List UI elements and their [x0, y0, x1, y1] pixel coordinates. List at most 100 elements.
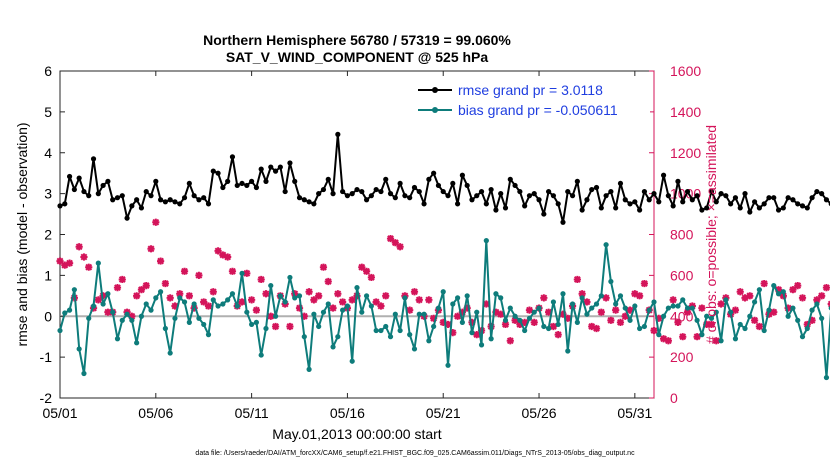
obs-marker-shape	[453, 312, 462, 320]
obs-point	[616, 318, 625, 326]
rmse-point	[780, 205, 786, 211]
obs-point	[760, 279, 768, 288]
obs-point	[80, 253, 88, 261]
y-right-tick-label: 1400	[670, 104, 701, 120]
bias-point	[263, 325, 269, 332]
obs-point	[271, 322, 280, 331]
obs-point	[430, 314, 438, 322]
obs-marker-shape	[636, 292, 644, 300]
bias-point	[694, 317, 700, 323]
rmse-point	[229, 154, 236, 160]
rmse-point	[368, 193, 374, 199]
obs-point	[784, 304, 792, 312]
obs-point	[602, 294, 610, 302]
rmse-point	[708, 188, 715, 195]
obs-point	[798, 294, 807, 302]
rmse-point	[71, 186, 77, 193]
bias-point	[76, 346, 82, 352]
bias-point	[335, 334, 341, 340]
obs-point	[425, 296, 433, 304]
obs-marker-shape	[171, 302, 179, 310]
obs-point	[659, 335, 668, 343]
obs-marker-shape	[425, 296, 433, 304]
rmse-point	[172, 199, 178, 205]
obs-point	[104, 308, 112, 316]
rmse-point	[90, 156, 97, 162]
bias-point	[723, 297, 729, 303]
rmse-point	[167, 197, 173, 203]
rmse-point	[95, 191, 101, 197]
rmse-point	[383, 176, 389, 182]
bias-point	[708, 315, 715, 321]
obs-marker-shape	[185, 292, 193, 300]
bias-point	[785, 313, 791, 319]
obs-marker-shape	[798, 294, 807, 302]
obs-marker-shape	[219, 251, 227, 259]
obs-point	[746, 292, 754, 300]
rmse-point	[464, 182, 470, 189]
legend-box	[414, 78, 650, 120]
rmse-point	[732, 195, 739, 201]
rmse-point	[426, 176, 432, 182]
bias-point	[378, 327, 384, 334]
rmse-point	[66, 173, 73, 180]
obs-marker-shape	[741, 294, 749, 302]
bias-point	[110, 309, 116, 315]
obs-point	[669, 296, 677, 304]
obs-marker-shape	[525, 306, 534, 314]
obs-marker-shape	[808, 316, 816, 324]
rmse-point	[272, 168, 279, 174]
obs-point	[794, 281, 802, 290]
bias-point	[593, 301, 600, 307]
rmse-point	[517, 188, 523, 195]
bias-point	[229, 291, 236, 297]
obs-marker-shape	[430, 314, 438, 322]
obs-marker-shape	[310, 296, 318, 304]
rmse-point	[129, 203, 135, 209]
bias-point	[320, 309, 327, 315]
x-tick-label: 05/21	[426, 405, 461, 421]
obs-marker-shape	[75, 243, 83, 251]
obs-point	[195, 271, 203, 279]
bias-point	[325, 301, 331, 307]
obs-marker-shape	[367, 273, 375, 282]
rmse-point	[718, 191, 724, 197]
obs-marker-shape	[463, 304, 471, 312]
bias-point	[215, 303, 221, 309]
y-right-tick-label: 1200	[670, 145, 701, 161]
rmse-point	[435, 182, 442, 189]
rmse-point	[603, 193, 609, 199]
obs-marker-shape	[200, 298, 208, 306]
rmse-point	[689, 197, 695, 203]
obs-marker-shape	[410, 288, 419, 296]
bias-point	[656, 332, 662, 338]
obs-marker-shape	[176, 290, 184, 298]
rmse-point	[277, 164, 283, 170]
obs-point	[252, 306, 261, 314]
obs-marker-shape	[444, 320, 452, 329]
bias-point	[167, 350, 173, 356]
bias-point	[459, 319, 465, 325]
obs-point	[458, 308, 466, 316]
bias-point	[272, 313, 279, 319]
obs-point	[683, 308, 692, 316]
rmse-point	[62, 201, 68, 207]
rmse-point	[742, 191, 748, 197]
obs-point	[310, 296, 318, 304]
obs-marker-shape	[61, 261, 69, 269]
bias-point	[95, 260, 101, 266]
rmse-point	[478, 188, 485, 195]
bias-point	[363, 293, 370, 299]
obs-point	[147, 245, 155, 253]
bias-point	[86, 315, 92, 321]
rmse-point	[761, 201, 767, 207]
obs-marker-shape	[506, 337, 514, 345]
bias-point	[660, 313, 667, 319]
rmse-point	[177, 201, 183, 207]
bias-point	[670, 303, 676, 309]
obs-point	[463, 304, 471, 312]
rmse-point	[320, 186, 327, 193]
obs-point	[564, 314, 572, 322]
obs-point	[492, 308, 500, 316]
rmse-point	[148, 193, 154, 199]
